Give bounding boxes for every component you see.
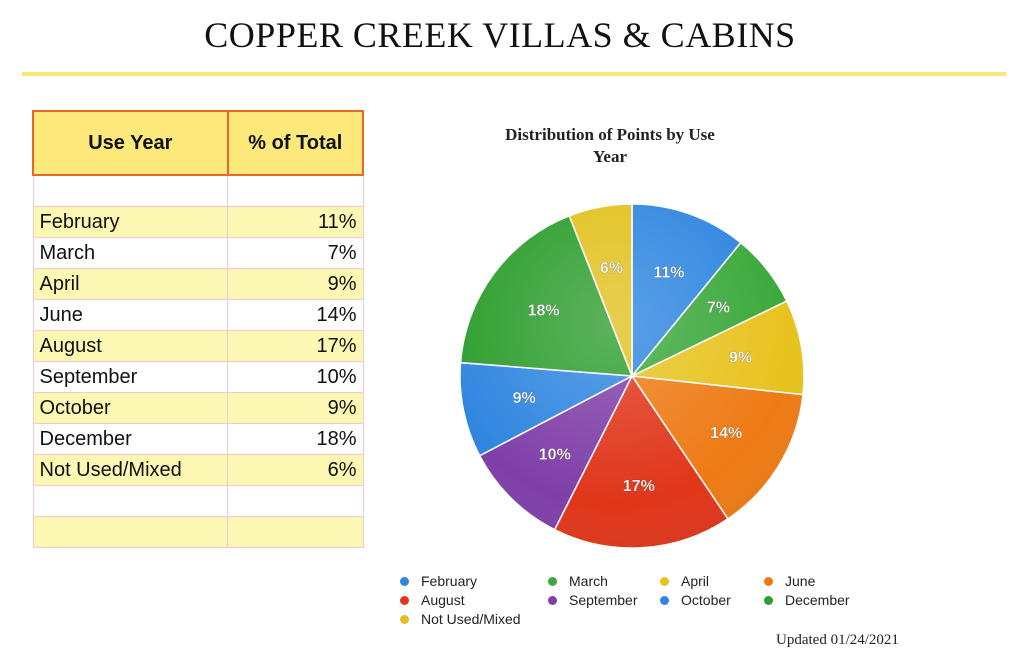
use-year-cell xyxy=(32,485,229,517)
percent-cell: 6% xyxy=(227,454,364,486)
use-year-table: Use Year % of Total February 11% March 7% Ap… xyxy=(32,110,365,548)
table-row: October 9% xyxy=(32,392,364,424)
legend-item: March xyxy=(548,572,660,590)
use-year-cell xyxy=(32,174,229,207)
legend-item: October xyxy=(660,591,764,609)
percent-cell: 14% xyxy=(227,299,364,331)
legend-swatch xyxy=(400,576,409,586)
percent-cell xyxy=(227,174,364,207)
table-row: February 11% xyxy=(32,206,364,238)
header-use-year: Use Year xyxy=(32,110,229,176)
percent-cell xyxy=(227,485,364,517)
use-year-cell: June xyxy=(32,299,229,331)
use-year-cell: October xyxy=(32,392,229,424)
table-row: Not Used/Mixed 6% xyxy=(32,454,364,486)
legend-swatch xyxy=(764,595,773,605)
legend-label: June xyxy=(785,573,816,589)
legend-item: September xyxy=(548,591,660,609)
updated-date: Updated 01/24/2021 xyxy=(776,632,899,648)
table-body: February 11% March 7% April 9% June 14% August 17… xyxy=(32,174,364,548)
legend-label: December xyxy=(785,592,850,608)
use-year-cell: March xyxy=(32,237,229,269)
legend-swatch xyxy=(660,576,669,586)
legend-swatch xyxy=(400,595,409,605)
chart-title: Distribution of Points by Use Year xyxy=(460,124,760,168)
legend-swatch xyxy=(400,614,409,624)
percent-cell: 7% xyxy=(227,237,364,269)
legend-swatch xyxy=(764,576,773,586)
percent-cell xyxy=(227,516,364,548)
pie-data-label: 7% xyxy=(707,300,730,317)
use-year-cell: Not Used/Mixed xyxy=(32,454,229,486)
use-year-cell: August xyxy=(32,330,229,362)
pie-data-label: 6% xyxy=(600,260,623,277)
table-row: December 18% xyxy=(32,423,364,455)
pie-data-label: 11% xyxy=(653,264,684,281)
pie-data-label: 18% xyxy=(528,303,560,320)
pie-labels: 11% 7% 9% 14% 17% 10% 9% 18% 6% xyxy=(512,259,752,495)
legend-item: June xyxy=(764,572,874,590)
use-year-cell xyxy=(32,516,229,548)
use-year-cell: April xyxy=(32,268,229,300)
percent-cell: 17% xyxy=(227,330,364,362)
legend-item: December xyxy=(764,591,874,609)
pie-slices xyxy=(459,203,805,549)
pie-data-label: 9% xyxy=(513,390,536,407)
pie-data-label: 14% xyxy=(710,425,742,442)
table-row: June 14% xyxy=(32,299,364,331)
chart-title-line-2: Year xyxy=(593,147,627,166)
percent-cell: 11% xyxy=(227,206,364,238)
page-title: COPPER CREEK VILLAS & CABINS xyxy=(204,15,796,55)
percent-cell: 10% xyxy=(227,361,364,393)
percent-cell: 9% xyxy=(227,268,364,300)
chart-title-line-1: Distribution of Points by Use xyxy=(505,125,715,144)
legend-label: February xyxy=(421,573,478,589)
pie-data-label: 10% xyxy=(539,446,571,463)
legend-swatch xyxy=(548,595,557,605)
legend-label: September xyxy=(569,592,638,608)
legend-swatch xyxy=(548,576,557,586)
legend-label: August xyxy=(421,592,465,608)
use-year-cell: February xyxy=(32,206,229,238)
table-row xyxy=(32,485,364,517)
use-year-cell: December xyxy=(32,423,229,455)
percent-cell: 9% xyxy=(227,392,364,424)
legend-swatch xyxy=(660,595,669,605)
pie-data-label: 17% xyxy=(623,478,655,495)
header-percent-of-total: % of Total xyxy=(226,110,365,176)
legend-item: February xyxy=(400,572,548,590)
legend-item: April xyxy=(660,572,764,590)
pie-data-label: 9% xyxy=(729,349,752,366)
legend-item: August xyxy=(400,591,548,609)
pie-chart: 11% 7% 9% 14% 17% 10% 9% 18% 6% xyxy=(459,203,805,549)
table-row xyxy=(32,516,364,548)
table-row: August 17% xyxy=(32,330,364,362)
legend-label: April xyxy=(681,573,710,589)
table-row: September 10% xyxy=(32,361,364,393)
table-row: March 7% xyxy=(32,237,364,269)
use-year-cell: September xyxy=(32,361,229,393)
chart-legend: February March April June August September Oct… xyxy=(400,572,920,628)
percent-cell: 18% xyxy=(227,423,364,455)
legend-label: October xyxy=(681,592,731,608)
table-row xyxy=(32,174,364,207)
title-divider xyxy=(22,72,1006,76)
table-row: April 9% xyxy=(32,268,364,300)
legend-item: Not Used/Mixed xyxy=(400,610,548,628)
legend-label: Not Used/Mixed xyxy=(421,611,521,627)
legend-label: March xyxy=(569,573,608,589)
